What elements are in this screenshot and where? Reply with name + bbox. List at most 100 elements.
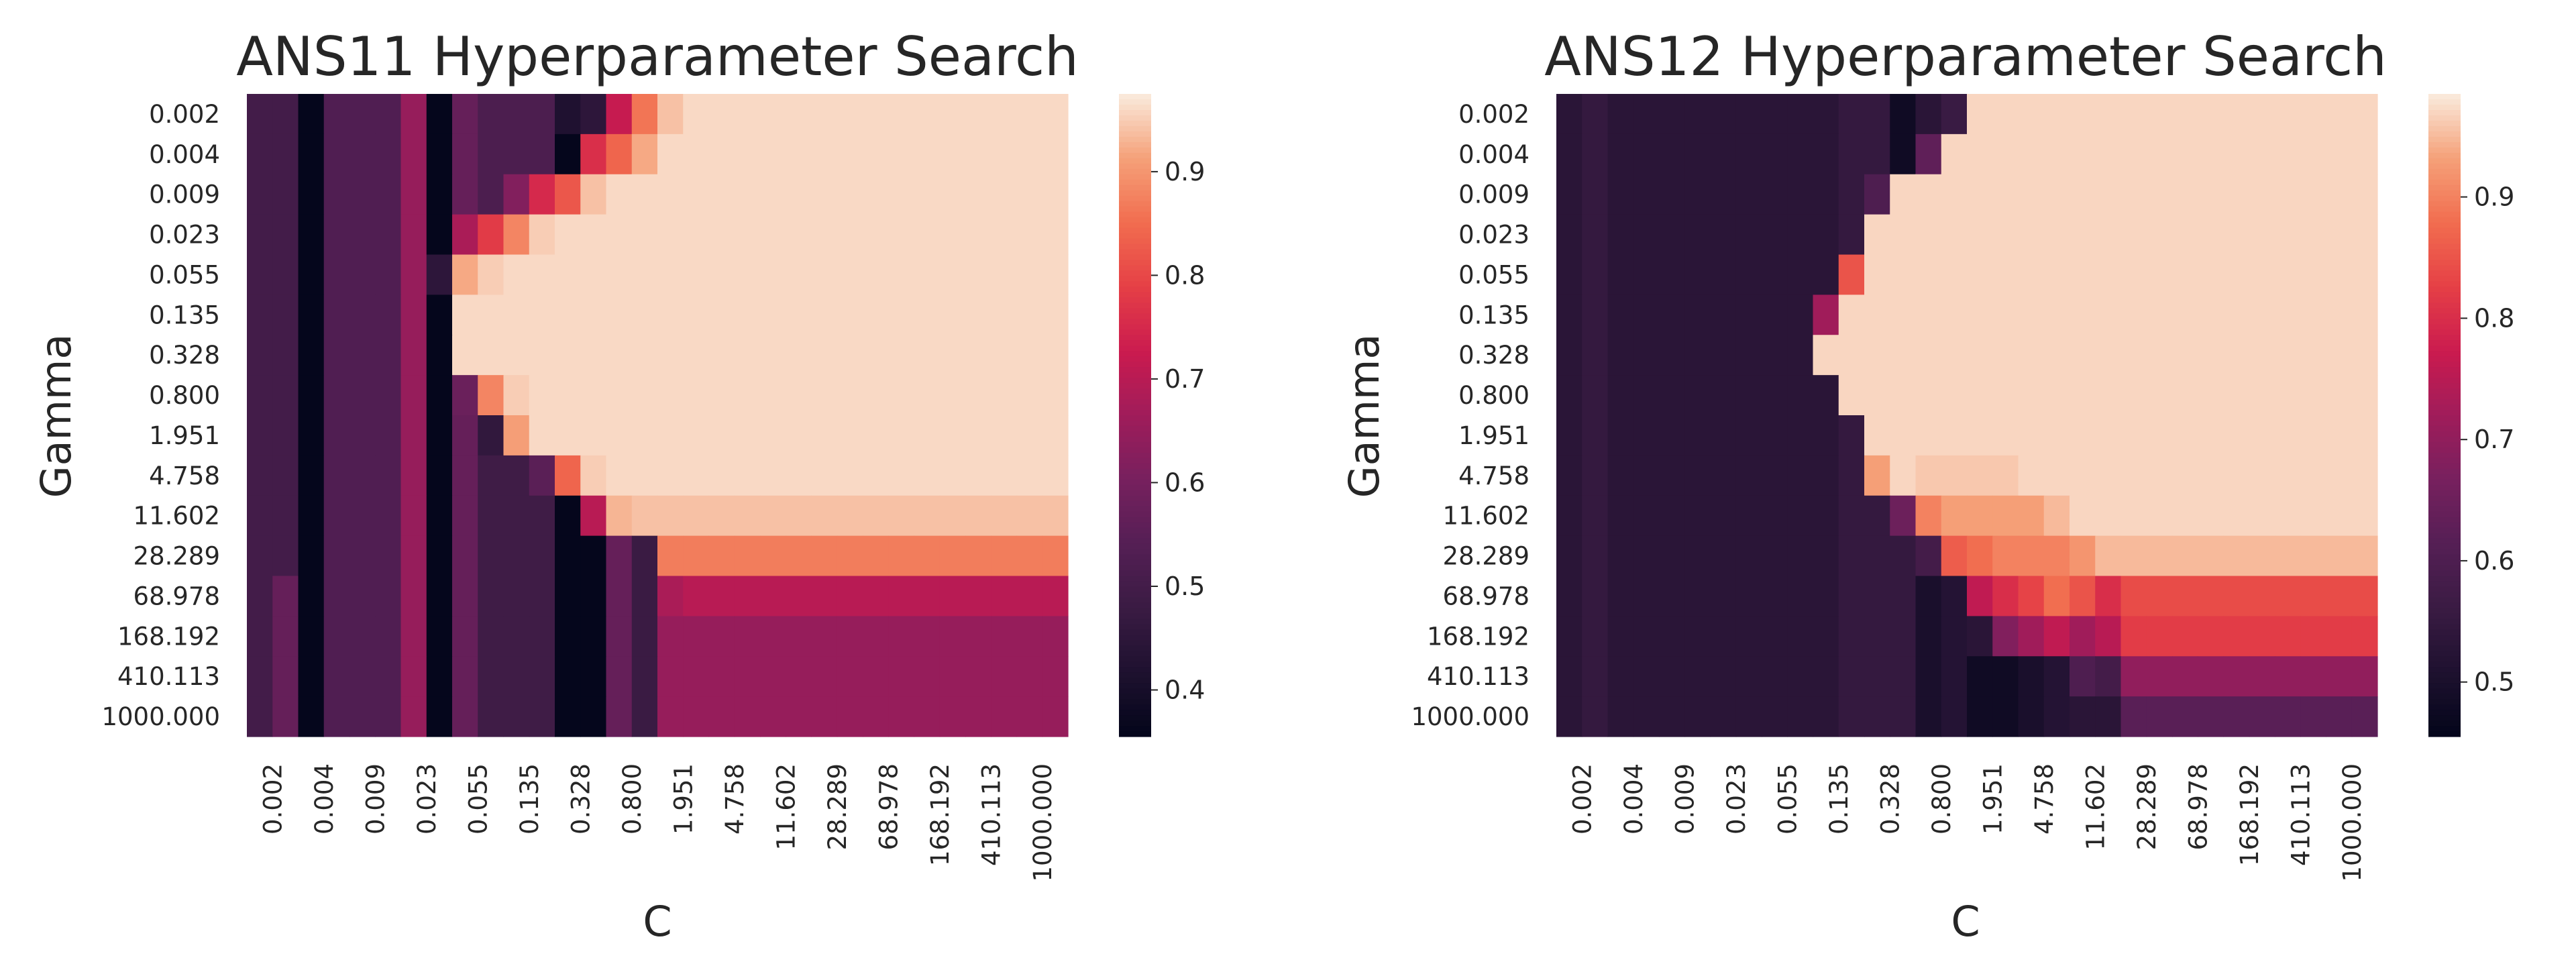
heatmap-cell xyxy=(786,214,812,256)
heatmap-cell xyxy=(2249,616,2275,657)
heatmap-cell xyxy=(272,335,299,376)
colorbar-segment xyxy=(1119,699,1151,705)
heatmap-cell xyxy=(1582,375,1609,416)
colorbar-segment xyxy=(1119,168,1151,175)
heatmap-cell xyxy=(426,455,453,496)
heatmap-cell xyxy=(2121,294,2147,335)
heatmap-cell xyxy=(2275,535,2301,577)
heatmap-cell xyxy=(247,576,273,616)
heatmap-cell xyxy=(1582,335,1609,376)
heatmap-cell xyxy=(1992,94,2019,135)
colorbar-segment xyxy=(2428,586,2461,593)
heatmap-cell xyxy=(298,495,325,537)
heatmap-cell xyxy=(863,294,889,335)
colorbar-segment xyxy=(2428,549,2461,555)
heatmap-cell xyxy=(1016,415,1043,456)
heatmap-cell xyxy=(2146,375,2173,416)
heatmap-cell xyxy=(2043,616,2070,657)
heatmap-cell xyxy=(811,254,838,295)
colorbar-segment xyxy=(1119,447,1151,453)
x-tick-label: 1.951 xyxy=(669,763,698,835)
heatmap-cell xyxy=(1582,415,1609,456)
heatmap-cell xyxy=(888,254,915,295)
heatmap-cell xyxy=(1813,495,1839,537)
heatmap-cell xyxy=(1659,535,1685,577)
y-tick-label: 1000.000 xyxy=(1411,702,1529,731)
heatmap-cell xyxy=(2095,656,2122,697)
colorbar-segment xyxy=(1119,640,1151,646)
heatmap-cell xyxy=(1864,415,1890,456)
heatmap-cell xyxy=(1838,375,1865,416)
heatmap-cell xyxy=(298,174,325,215)
heatmap-cell xyxy=(2249,495,2275,537)
heatmap-cell xyxy=(1967,133,1993,175)
heatmap-cell xyxy=(2326,254,2353,295)
colorbar-segment xyxy=(1119,308,1151,314)
heatmap-cell xyxy=(2326,495,2353,537)
heatmap-cell xyxy=(2300,214,2327,256)
colorbar-segment xyxy=(2428,592,2461,598)
heatmap-cell xyxy=(400,375,427,416)
heatmap-cell xyxy=(2249,576,2275,616)
heatmap-cell xyxy=(760,495,786,537)
heatmap-cell xyxy=(350,254,376,295)
heatmap-cell xyxy=(555,495,581,537)
y-tick-label: 410.113 xyxy=(1427,662,1529,691)
heatmap-cell xyxy=(1838,616,1865,657)
x-tick-label: 0.328 xyxy=(566,763,595,835)
heatmap-cell xyxy=(1710,375,1737,416)
heatmap-cell xyxy=(657,133,684,175)
heatmap-cell xyxy=(503,455,530,496)
heatmap-cell xyxy=(1710,535,1737,577)
heatmap-cell xyxy=(1813,375,1839,416)
heatmap-cell xyxy=(529,696,555,737)
colorbar-segment xyxy=(1119,238,1151,245)
colorbar-segment xyxy=(1119,233,1151,239)
colorbar-segment xyxy=(1119,517,1151,523)
heatmap-cell xyxy=(965,335,991,376)
heatmap-cell xyxy=(2043,254,2070,295)
heatmap-chart-ans12: ANS12 Hyperparameter Search 0.0020.0040.… xyxy=(1340,25,2514,946)
heatmap-cell xyxy=(2095,375,2122,416)
heatmap-cell xyxy=(786,174,812,215)
heatmap-cell xyxy=(2223,133,2250,175)
heatmap-cell xyxy=(2018,616,2045,657)
colorbar-tick-label: 0.7 xyxy=(1165,364,1205,394)
colorbar-segment xyxy=(2428,458,2461,464)
heatmap-cell xyxy=(1659,696,1685,737)
heatmap-cell xyxy=(965,656,991,697)
heatmap-cell xyxy=(1607,214,1634,256)
heatmap-cell xyxy=(2070,375,2096,416)
heatmap-cell xyxy=(1762,174,1788,215)
heatmap-cell xyxy=(1787,335,1814,376)
heatmap-cell xyxy=(1710,174,1737,215)
heatmap-cell xyxy=(1787,294,1814,335)
heatmap-cell xyxy=(1607,656,1634,697)
heatmap-cell xyxy=(2326,455,2353,496)
heatmap-cell xyxy=(2223,656,2250,697)
heatmap-cell xyxy=(1762,294,1788,335)
heatmap-cell xyxy=(2172,415,2198,456)
heatmap-cell xyxy=(478,294,504,335)
heatmap-cell xyxy=(2095,495,2122,537)
heatmap-cell xyxy=(863,535,889,577)
heatmap-cell xyxy=(1838,335,1865,376)
heatmap-cell xyxy=(1864,375,1890,416)
heatmap-cell xyxy=(786,455,812,496)
colorbar-segment xyxy=(1119,136,1151,143)
colorbar-segment xyxy=(2428,222,2461,229)
colorbar-segment xyxy=(2428,94,2461,100)
heatmap-cell xyxy=(863,696,889,737)
heatmap-cell xyxy=(1735,254,1762,295)
y-tick-label: 168.192 xyxy=(1427,622,1529,651)
colorbar-segment xyxy=(1119,527,1151,534)
heatmap-cell xyxy=(1813,415,1839,456)
heatmap-cell xyxy=(1838,214,1865,256)
heatmap-cell xyxy=(1710,94,1737,135)
colorbar-segment xyxy=(2428,179,2461,186)
heatmap-cell xyxy=(683,254,710,295)
heatmap-cell xyxy=(2146,254,2173,295)
colorbar-segment xyxy=(2428,281,2461,287)
heatmap-cell xyxy=(580,335,607,376)
heatmap-cell xyxy=(503,214,530,256)
